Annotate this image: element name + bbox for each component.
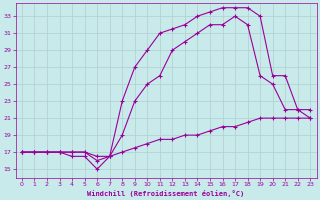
X-axis label: Windchill (Refroidissement éolien,°C): Windchill (Refroidissement éolien,°C) (87, 190, 245, 197)
